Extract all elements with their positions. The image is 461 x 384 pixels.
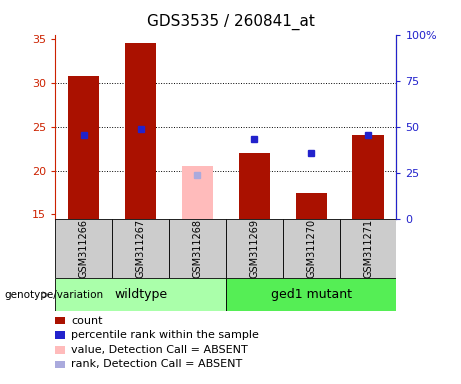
Bar [125,43,156,219]
Text: genotype/variation: genotype/variation [5,290,104,300]
Bar [226,219,283,278]
Bar [239,153,270,219]
Text: GSM311269: GSM311269 [249,219,260,278]
Text: value, Detection Call = ABSENT: value, Detection Call = ABSENT [71,345,248,355]
Bar [352,136,384,219]
Text: GSM311271: GSM311271 [363,219,373,278]
Bar [182,166,213,219]
Text: GSM311267: GSM311267 [136,219,146,278]
Text: ged1 mutant: ged1 mutant [271,288,352,301]
Text: GSM311266: GSM311266 [79,219,89,278]
Bar [68,76,100,219]
Text: percentile rank within the sample: percentile rank within the sample [71,330,259,340]
Text: GDS3535 / 260841_at: GDS3535 / 260841_at [147,13,314,30]
Text: GSM311268: GSM311268 [192,219,202,278]
Text: count: count [71,316,102,326]
Bar [283,219,340,278]
Text: rank, Detection Call = ABSENT: rank, Detection Call = ABSENT [71,359,242,369]
Bar [112,219,169,278]
Bar [55,278,226,311]
Text: GSM311270: GSM311270 [306,219,316,278]
Bar [55,219,112,278]
Bar [169,219,226,278]
Bar [296,192,327,219]
Bar [226,278,396,311]
Text: wildtype: wildtype [114,288,167,301]
Bar [340,219,396,278]
